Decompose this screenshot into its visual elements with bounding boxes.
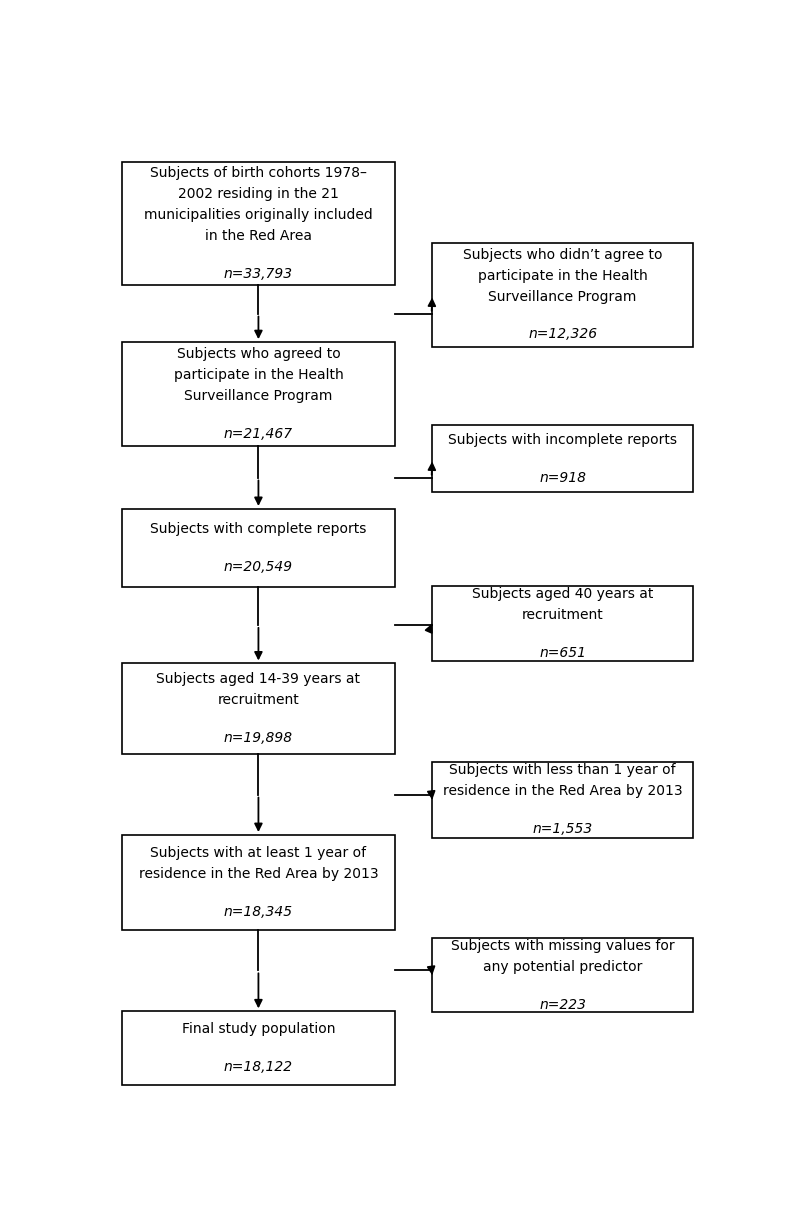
Text: n=918: n=918 — [539, 470, 586, 485]
Text: participate in the Health: participate in the Health — [477, 268, 647, 283]
Bar — [433, 426, 693, 492]
Bar — [122, 342, 395, 447]
Text: municipalities originally included: municipalities originally included — [144, 208, 372, 222]
Text: Subjects who agreed to: Subjects who agreed to — [176, 347, 340, 362]
Text: Subjects with complete reports: Subjects with complete reports — [151, 522, 367, 535]
Text: participate in the Health: participate in the Health — [174, 368, 344, 382]
Text: n=1,553: n=1,553 — [533, 822, 593, 836]
Text: in the Red Area: in the Red Area — [205, 229, 312, 243]
Bar — [122, 835, 395, 929]
Text: 2002 residing in the 21: 2002 residing in the 21 — [178, 187, 339, 201]
Text: Surveillance Program: Surveillance Program — [489, 289, 637, 304]
Bar — [433, 938, 693, 1012]
Text: n=18,122: n=18,122 — [223, 1060, 293, 1075]
Text: Subjects with at least 1 year of: Subjects with at least 1 year of — [151, 846, 367, 860]
Text: recruitment: recruitment — [218, 693, 300, 708]
Text: Final study population: Final study population — [182, 1022, 335, 1037]
Text: Surveillance Program: Surveillance Program — [184, 389, 332, 403]
Text: n=33,793: n=33,793 — [223, 267, 293, 281]
Text: Subjects with incomplete reports: Subjects with incomplete reports — [448, 432, 677, 447]
Text: Subjects with less than 1 year of: Subjects with less than 1 year of — [449, 763, 676, 778]
Bar — [122, 508, 395, 587]
Text: residence in the Red Area by 2013: residence in the Red Area by 2013 — [443, 784, 682, 799]
Text: n=651: n=651 — [539, 646, 586, 660]
Text: residence in the Red Area by 2013: residence in the Red Area by 2013 — [139, 867, 378, 881]
Bar — [122, 1011, 395, 1086]
Bar — [433, 762, 693, 838]
Bar — [433, 586, 693, 661]
Text: Subjects aged 40 years at: Subjects aged 40 years at — [472, 587, 654, 601]
Text: n=223: n=223 — [539, 997, 586, 1012]
Text: n=20,549: n=20,549 — [223, 560, 293, 574]
Text: recruitment: recruitment — [521, 608, 603, 622]
Text: n=19,898: n=19,898 — [223, 731, 293, 745]
Text: n=21,467: n=21,467 — [223, 427, 293, 441]
Text: Subjects with missing values for: Subjects with missing values for — [451, 939, 674, 953]
Text: Subjects who didn’t agree to: Subjects who didn’t agree to — [463, 247, 662, 262]
Bar — [122, 162, 395, 286]
Text: Subjects aged 14-39 years at: Subjects aged 14-39 years at — [156, 672, 360, 687]
Text: n=12,326: n=12,326 — [528, 327, 598, 341]
Text: Subjects of birth cohorts 1978–: Subjects of birth cohorts 1978– — [150, 166, 367, 180]
Bar — [122, 664, 395, 755]
Text: any potential predictor: any potential predictor — [483, 960, 642, 974]
Bar — [433, 243, 693, 347]
Text: n=18,345: n=18,345 — [223, 905, 293, 918]
